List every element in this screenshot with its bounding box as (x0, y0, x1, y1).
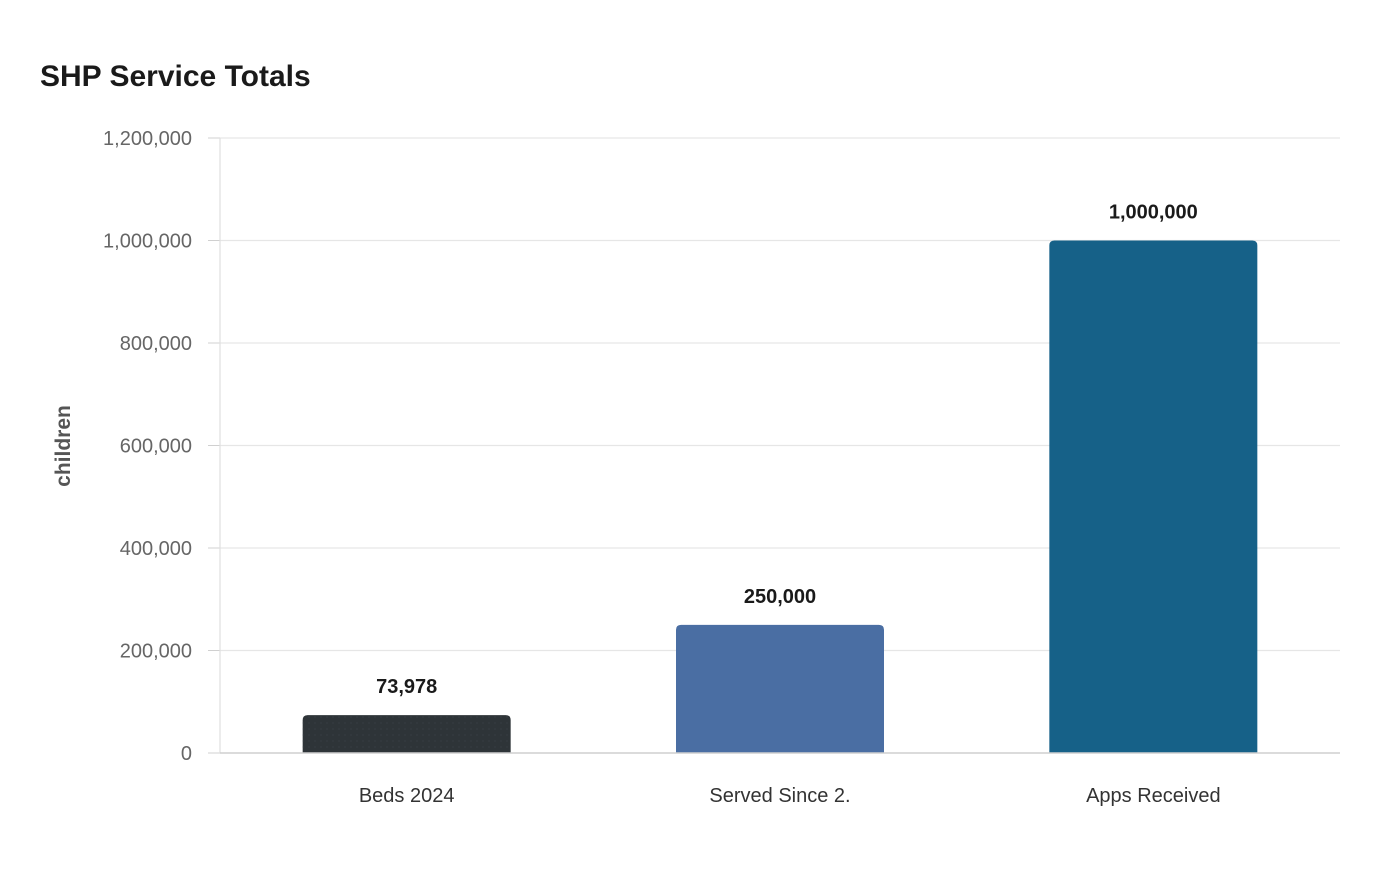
y-tick-label: 800,000 (120, 333, 192, 355)
data-label: 73,978 (376, 676, 437, 698)
chart-title: SHP Service Totals (40, 60, 311, 93)
labels: 0 200,000 400,000 600,000 800,000 1,000,000 1,… (103, 128, 1221, 807)
y-tick-label: 1,000,000 (103, 231, 192, 253)
axes (208, 137, 221, 754)
x-tick-label: Apps Received (1086, 785, 1221, 807)
bar-1 (676, 624, 884, 753)
x-tick-label: Served Since 2. (709, 785, 850, 807)
data-label: 1,000,000 (1109, 202, 1198, 224)
bar-2 (1049, 240, 1258, 753)
y-tick-label: 0 (181, 743, 192, 765)
bar-texture (302, 715, 511, 753)
y-tick-label: 400,000 (120, 538, 192, 560)
y-tick-label: 200,000 (120, 641, 192, 663)
x-tick-label: Beds 2024 (359, 785, 455, 807)
y-tick-label: 1,200,000 (103, 128, 192, 150)
bars (220, 240, 1340, 754)
y-axis-label: children (52, 405, 75, 487)
data-label: 250,000 (744, 586, 816, 608)
y-tick-label: 600,000 (120, 436, 192, 458)
grid-lines (220, 137, 1340, 652)
